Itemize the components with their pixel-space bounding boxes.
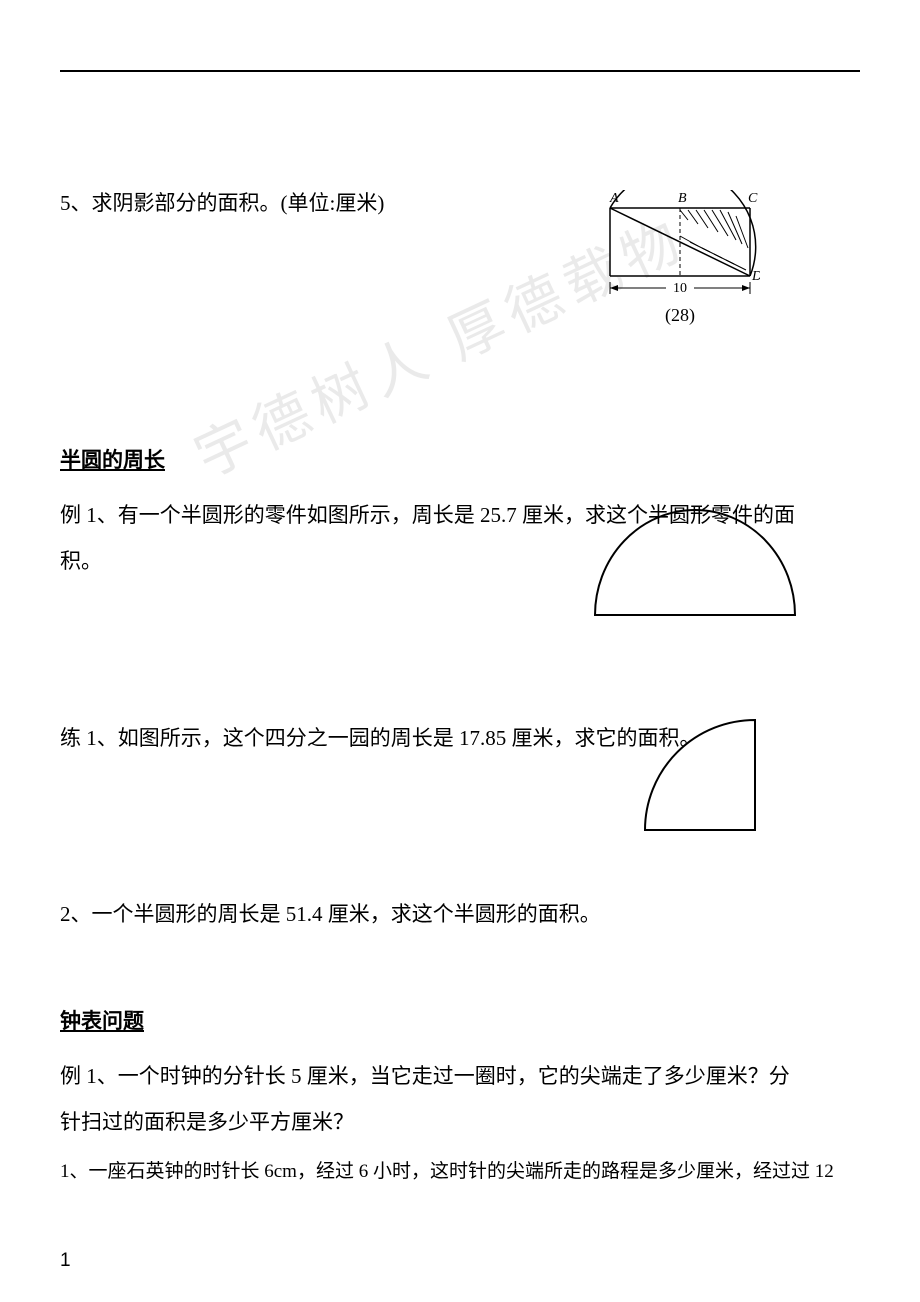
figure-semicircle-svg [590, 500, 800, 620]
figure-semicircle [590, 500, 800, 625]
figure-28: A B C [600, 190, 760, 326]
s1-p2-prefix: 2、一个半圆形的周长是 [60, 902, 286, 926]
hatching [680, 210, 748, 270]
s1-p1-prefix: 练 1、如图所示，这个四分之一园的周长是 [60, 726, 459, 750]
dim-arrow-right [742, 285, 750, 291]
dim-label: 10 [673, 281, 687, 296]
s1-p2-suffix: 厘米，求这个半圆形的面积。 [323, 902, 601, 926]
page: 宇德树人 厚德载物 5、求阴影部分的面积。(单位:厘米) A B C [0, 0, 920, 1302]
section2-p1: 1、一座石英钟的时针长 6cm，经过 6 小时，这时针的尖端所走的路程是多少厘米… [60, 1151, 860, 1193]
s1-p2-value: 51.4 [286, 902, 323, 926]
dim-arrow-left [610, 285, 618, 291]
section-semicircle-heading: 半圆的周长 [60, 444, 860, 474]
figure-28-caption: (28) [600, 305, 760, 326]
figure-28-label-c: C [748, 191, 758, 206]
figure-quarter-svg [640, 715, 760, 835]
page-number: 1 [60, 1250, 71, 1272]
section2-ex1: 例 1、一个时钟的分针长 5 厘米，当它走过一圈时，它的尖端走了多少厘米？分 [60, 1053, 860, 1099]
section2-ex1-line2: 针扫过的面积是多少平方厘米？ [60, 1099, 860, 1145]
quarter-path [645, 720, 755, 830]
figure-28-label-a: A [609, 191, 619, 206]
s1-ex1-prefix: 例 1、有一个半圆形的零件如图所示，周长是 [60, 503, 480, 527]
s1-p1-value: 17.85 [459, 726, 506, 750]
figure-quarter-circle [640, 715, 760, 840]
figure-28-label-d: D [751, 269, 760, 284]
semicircle-path [595, 510, 795, 615]
s1-ex1-value: 25.7 [480, 503, 517, 527]
top-rule [60, 70, 860, 72]
figure-28-label-b: B [678, 191, 687, 206]
section1-p2: 2、一个半圆形的周长是 51.4 厘米，求这个半圆形的面积。 [60, 891, 860, 937]
section-clock-heading: 钟表问题 [60, 1005, 860, 1035]
content-area: 5、求阴影部分的面积。(单位:厘米) A B C [60, 180, 860, 1193]
figure-28-svg: A B C [600, 190, 760, 300]
